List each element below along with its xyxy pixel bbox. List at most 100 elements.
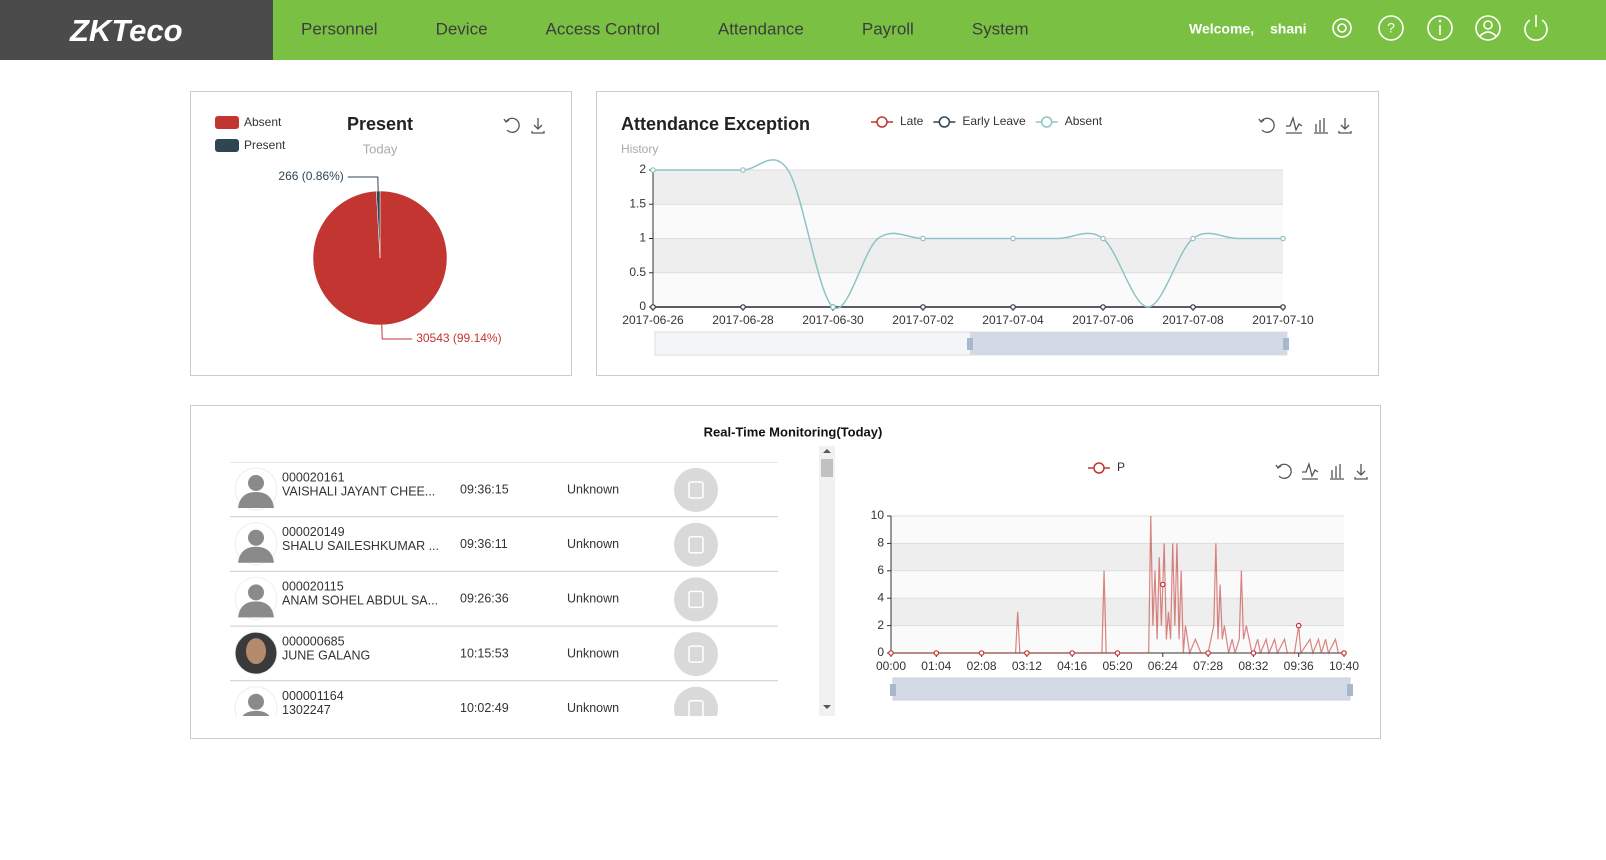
legend-marker	[1042, 117, 1052, 127]
logo[interactable]: ZKTeco	[69, 13, 183, 48]
x-tick-label: 2017-06-28	[712, 313, 774, 327]
legend-swatch[interactable]	[215, 139, 239, 152]
record-status: Unknown	[567, 646, 619, 660]
nav-item[interactable]: Access Control	[546, 19, 660, 38]
record-time: 09:36:15	[460, 482, 509, 496]
avatar-head	[248, 584, 264, 600]
slice-label: 266 (0.86%)	[278, 169, 343, 183]
y-tick-label: 2	[639, 162, 646, 176]
avatar-face	[246, 638, 266, 664]
avatar-head	[248, 530, 264, 546]
point	[1206, 651, 1210, 655]
legend-marker	[877, 117, 887, 127]
legend-marker	[939, 117, 949, 127]
record-name: VAISHALI JAYANT CHEE...	[282, 484, 435, 498]
point	[1251, 651, 1255, 655]
chart-title: Present	[347, 114, 413, 134]
legend-label[interactable]: Present	[244, 138, 286, 152]
user-name[interactable]: shani	[1270, 21, 1307, 37]
legend-marker	[1094, 463, 1104, 473]
x-tick-label: 05:20	[1102, 659, 1132, 673]
x-tick-label: 00:00	[876, 659, 906, 673]
point	[934, 651, 938, 655]
x-tick-label: 03:12	[1012, 659, 1042, 673]
y-tick-label: 1.5	[629, 196, 646, 210]
x-tick-label: 2017-07-10	[1252, 313, 1314, 327]
record-status: Unknown	[567, 592, 619, 606]
point	[979, 651, 983, 655]
nav-item[interactable]: Personnel	[301, 19, 378, 38]
legend-swatch[interactable]	[215, 116, 239, 129]
point	[1115, 651, 1119, 655]
slice-label: 30543 (99.14%)	[416, 331, 501, 345]
y-tick-label: 10	[871, 508, 885, 522]
point	[741, 305, 745, 309]
welcome: Welcome,	[1189, 21, 1254, 37]
legend-label[interactable]: Absent	[244, 115, 282, 129]
chart-subtitle: Today	[363, 141, 398, 156]
nav-item[interactable]: Attendance	[718, 19, 804, 38]
photo-placeholder	[674, 577, 718, 621]
point	[1011, 305, 1015, 309]
nav-item[interactable]: Payroll	[862, 19, 914, 38]
nav-item[interactable]: Device	[436, 19, 488, 38]
x-tick-label: 08:32	[1238, 659, 1268, 673]
record-status: Unknown	[567, 482, 619, 496]
y-tick-label: 8	[877, 536, 884, 550]
record-status: Unknown	[567, 537, 619, 551]
x-tick-label: 2017-07-08	[1162, 313, 1224, 327]
grid-band	[653, 273, 1283, 307]
photo-placeholder	[674, 632, 718, 676]
monitoring-title: Real-Time Monitoring(Today)	[704, 424, 883, 439]
legend-label: Early Leave	[962, 114, 1026, 128]
record-id: 000020161	[282, 470, 345, 484]
legend-label: Late	[900, 114, 924, 128]
record-time: 09:26:36	[460, 592, 509, 606]
x-tick-label: 2017-07-06	[1072, 313, 1134, 327]
x-tick-label: 07:28	[1193, 659, 1223, 673]
record-name: 1302247	[282, 703, 331, 717]
point	[831, 305, 835, 309]
record-status: Unknown	[567, 701, 619, 715]
grid-band	[891, 516, 1344, 543]
point	[1297, 623, 1301, 627]
y-tick-label: 6	[877, 563, 884, 577]
y-tick-label: 2	[877, 618, 884, 632]
zoom-slider[interactable]	[655, 332, 1289, 355]
x-tick-label: 2017-07-04	[982, 313, 1044, 327]
record-time: 09:36:11	[460, 537, 508, 551]
scrollbar[interactable]	[819, 446, 835, 716]
photo-placeholder	[674, 468, 718, 512]
grid-band	[653, 204, 1283, 238]
point	[651, 168, 655, 172]
x-tick-label: 04:16	[1057, 659, 1087, 673]
point	[1191, 236, 1195, 240]
record-id: 000020149	[282, 525, 345, 539]
y-tick-label: 0	[639, 299, 646, 313]
point	[651, 305, 655, 309]
point	[1161, 582, 1165, 586]
grid-band	[891, 571, 1344, 598]
zoom-slider[interactable]	[890, 678, 1353, 700]
x-tick-label: 10:40	[1329, 659, 1359, 673]
photo-placeholder	[674, 523, 718, 567]
point	[1101, 236, 1105, 240]
avatar-head	[248, 694, 264, 710]
y-tick-label: 1	[639, 231, 646, 245]
record-id: 000001164	[282, 689, 344, 703]
svg-text:?: ?	[1387, 20, 1395, 36]
grid-band	[891, 543, 1344, 570]
chart-subtitle: History	[621, 142, 658, 156]
x-tick-label: 06:24	[1148, 659, 1178, 673]
point	[921, 305, 925, 309]
x-tick-label: 01:04	[921, 659, 951, 673]
x-tick-label: 2017-07-02	[892, 313, 954, 327]
point	[741, 168, 745, 172]
nav-item[interactable]: System	[972, 19, 1029, 38]
y-tick-label: 0	[877, 645, 884, 659]
avatar-head	[248, 475, 264, 491]
point	[1011, 236, 1015, 240]
point	[921, 236, 925, 240]
y-tick-label: 4	[877, 590, 884, 604]
y-tick-label: 0.5	[629, 265, 646, 279]
